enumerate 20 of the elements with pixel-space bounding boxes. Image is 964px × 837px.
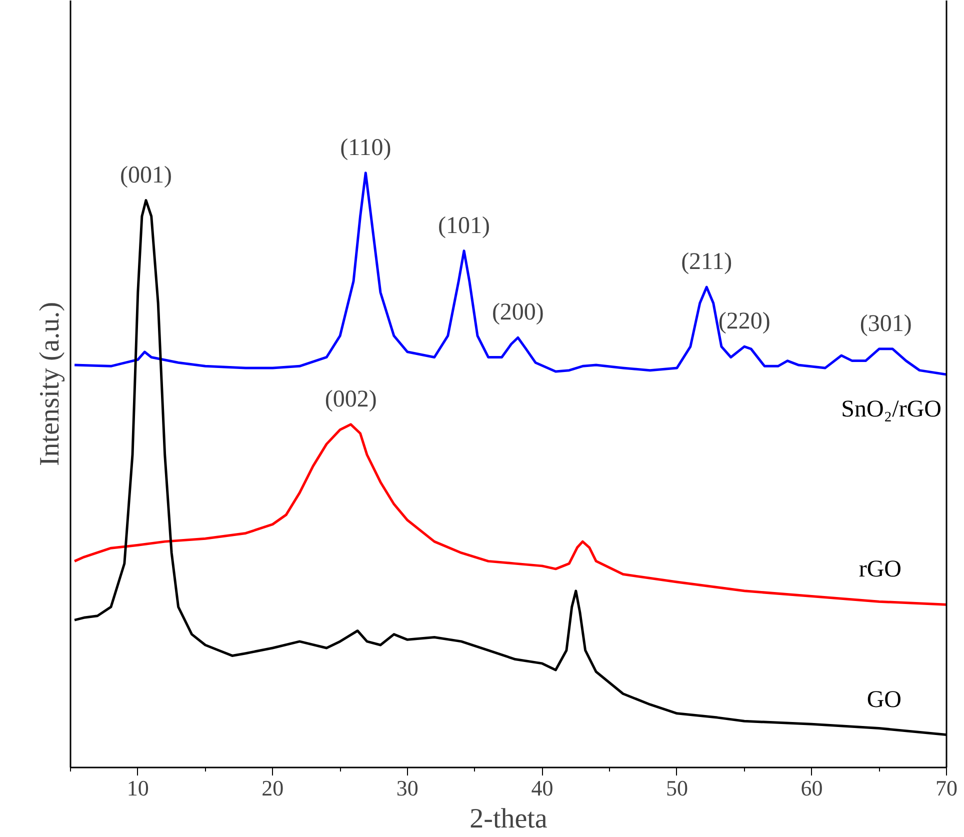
x-tick-label: 60 xyxy=(800,776,823,800)
x-tick-label: 70 xyxy=(936,776,958,800)
annotation: (002) xyxy=(324,386,377,412)
y-axis-title: Intensity (a.u.) xyxy=(34,302,66,466)
x-tick-label: 30 xyxy=(396,776,418,800)
annotation: (211) xyxy=(681,249,732,276)
annotation: (220) xyxy=(718,308,770,335)
x-tick-label: 20 xyxy=(262,776,284,800)
annotation: (101) xyxy=(438,212,490,239)
x-tick-label: 10 xyxy=(126,776,149,800)
annotation: (001) xyxy=(120,162,172,188)
annotation: (200) xyxy=(492,300,544,326)
x-tick-label: 40 xyxy=(531,776,554,800)
series-label: SnO₂/rGO xyxy=(841,396,942,422)
annotation: (301) xyxy=(860,310,912,337)
series-label: rGO xyxy=(858,556,902,583)
series-label: GO xyxy=(866,686,902,713)
x-tick-label: 50 xyxy=(666,776,688,800)
x-axis-title: 2-theta xyxy=(470,804,548,834)
annotation: (110) xyxy=(340,134,392,161)
